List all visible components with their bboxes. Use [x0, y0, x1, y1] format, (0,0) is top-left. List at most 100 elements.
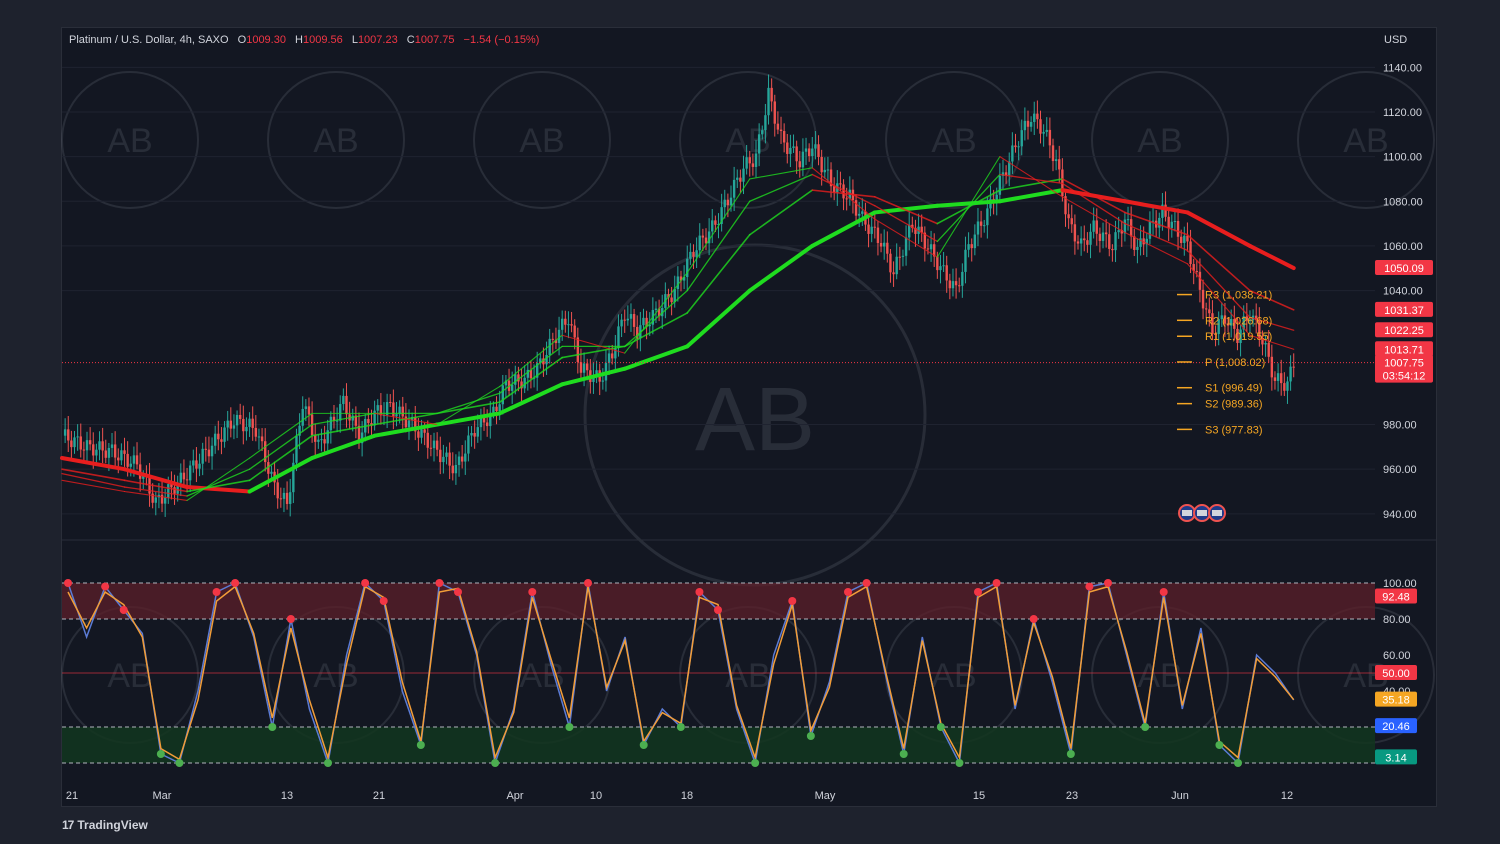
candle-body — [204, 448, 208, 450]
oversold-dot — [491, 759, 500, 767]
candle-body — [870, 226, 873, 234]
candle-body — [223, 427, 226, 442]
candle-body — [295, 435, 298, 463]
oversold-dot — [639, 741, 648, 749]
candle-body — [460, 456, 464, 462]
pivot-label: R1 (1,019.55) — [1205, 331, 1272, 343]
candle-body — [345, 395, 348, 415]
watermark-ring — [679, 71, 817, 209]
moving-average-segment — [874, 205, 938, 243]
oscillator-label-box — [1375, 749, 1417, 765]
time-axis-tick: Jun — [1171, 790, 1189, 802]
candle-body — [1011, 145, 1014, 162]
candle-body — [670, 297, 673, 303]
candle-body — [714, 220, 717, 225]
candle-body — [354, 415, 358, 426]
moving-average-segment — [61, 473, 126, 488]
price-axis-tick: 1100.00 — [1383, 152, 1422, 164]
candle-body — [820, 156, 823, 173]
candle-body — [698, 235, 701, 251]
pivot-label: S3 (977.83) — [1205, 424, 1262, 436]
moving-average-segment — [61, 479, 126, 493]
candle-body — [817, 144, 820, 157]
candle-body — [307, 406, 311, 415]
candle-body — [170, 484, 173, 488]
moving-average-segment — [811, 173, 876, 207]
watermark-text: AB — [931, 122, 976, 160]
candle-body — [235, 414, 239, 426]
candle-body — [576, 337, 580, 362]
candle-body — [742, 168, 745, 182]
moving-average-segment — [1185, 210, 1252, 248]
overbought-dot — [64, 579, 72, 587]
candle-body — [936, 256, 939, 271]
candle-body — [751, 163, 755, 167]
candle-body — [276, 482, 279, 499]
candle-body — [967, 244, 970, 250]
candle-body — [648, 324, 651, 327]
candle-body — [1258, 320, 1261, 339]
candle-body — [1255, 315, 1258, 321]
candle-body — [529, 369, 533, 379]
candle-body — [301, 408, 304, 426]
candle-body — [210, 445, 214, 457]
candle-body — [829, 169, 833, 187]
symbol-title: Platinum / U.S. Dollar, 4h, SAXO — [69, 34, 229, 46]
candle-body — [1089, 231, 1092, 245]
candle-body — [832, 186, 836, 193]
candle-body — [920, 226, 923, 233]
overbought-dot — [1085, 582, 1094, 591]
candle-body — [773, 101, 776, 124]
candle-body — [370, 423, 373, 426]
candle-body — [626, 318, 630, 321]
moving-average-segment — [1122, 199, 1190, 215]
watermark-text: AB — [519, 657, 564, 695]
candle-body — [326, 430, 329, 444]
moving-average-segment — [748, 189, 814, 236]
candle-body — [342, 395, 345, 405]
candle-body — [1083, 238, 1086, 241]
candle-body — [1001, 172, 1005, 176]
pivot-label: S2 (989.36) — [1205, 399, 1262, 411]
oversold-dot — [806, 732, 815, 740]
moving-average-segment — [1061, 196, 1126, 234]
watermark-ring — [61, 71, 199, 209]
candle-body — [567, 324, 570, 326]
moving-average-segment — [624, 272, 688, 354]
time-axis-tick: 18 — [681, 790, 693, 802]
candle-body — [726, 199, 730, 206]
price-label-text: 1013.71 — [1384, 344, 1424, 356]
candle-body — [179, 472, 182, 483]
event-flag-stripe — [1212, 510, 1222, 516]
candle-body — [257, 436, 261, 438]
candle-body — [260, 436, 264, 442]
candle-body — [429, 447, 433, 449]
candle-body — [807, 148, 811, 157]
candle-body — [67, 429, 70, 441]
candle-body — [79, 436, 82, 450]
candle-body — [1214, 333, 1217, 335]
candle-body — [1204, 308, 1208, 310]
candle-body — [1167, 216, 1170, 228]
candle-body — [445, 452, 448, 457]
candle-body — [535, 363, 539, 378]
candle-body — [929, 244, 933, 250]
candle-body — [1261, 338, 1264, 345]
moving-average-segment — [936, 173, 1001, 243]
candle-body — [1198, 271, 1202, 290]
candle-body — [95, 449, 98, 456]
watermark-text-large: AB — [695, 370, 815, 470]
overbought-dot — [212, 588, 221, 596]
candle-body — [107, 447, 111, 458]
candle-body — [707, 231, 711, 244]
overbought-dot — [1159, 588, 1168, 596]
tradingview-logo[interactable]: 17 TradingView — [62, 818, 148, 832]
candle-body — [823, 169, 826, 173]
candle-body — [420, 429, 423, 438]
candle-body — [926, 248, 930, 250]
candle-body — [826, 169, 830, 171]
moving-average-segment — [622, 344, 690, 371]
candle-body — [1192, 264, 1195, 271]
candle-body — [167, 484, 170, 498]
